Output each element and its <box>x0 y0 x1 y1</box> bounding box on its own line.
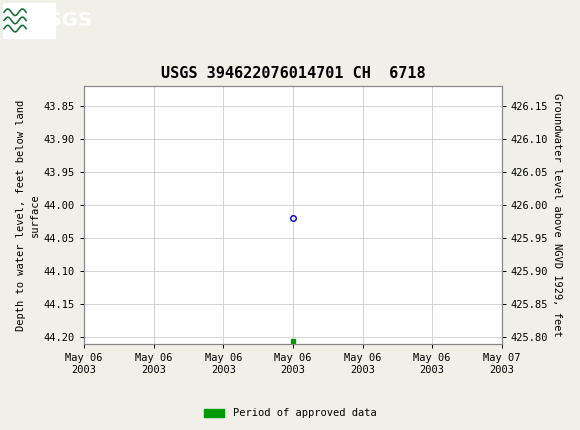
Text: USGS: USGS <box>32 11 92 30</box>
Y-axis label: Depth to water level, feet below land
surface: Depth to water level, feet below land su… <box>16 99 39 331</box>
Title: USGS 394622076014701 CH  6718: USGS 394622076014701 CH 6718 <box>161 66 425 81</box>
Legend: Period of approved data: Period of approved data <box>200 404 380 423</box>
FancyBboxPatch shape <box>3 3 55 37</box>
Y-axis label: Groundwater level above NGVD 1929, feet: Groundwater level above NGVD 1929, feet <box>552 93 563 337</box>
